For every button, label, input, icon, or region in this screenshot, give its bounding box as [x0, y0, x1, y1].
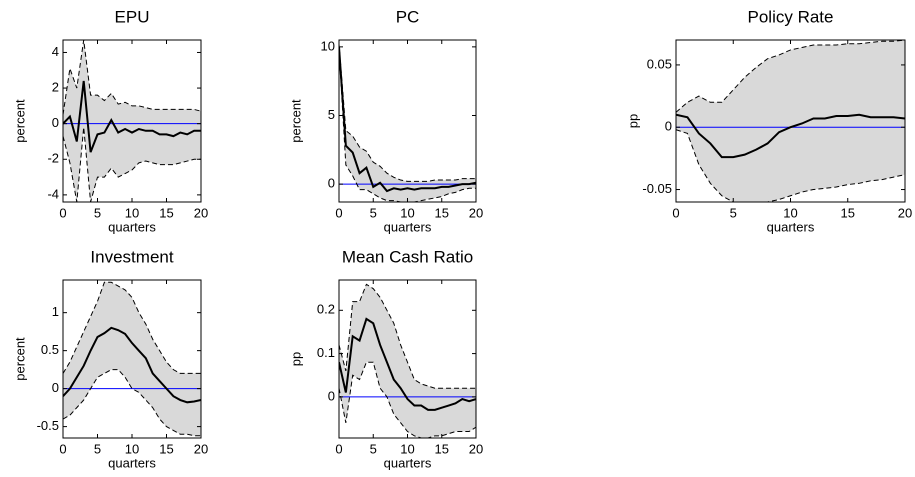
- x-tick-label: 15: [159, 441, 173, 456]
- response-line: [63, 326, 201, 404]
- band-edge: [63, 40, 201, 115]
- confidence-band: [676, 40, 905, 202]
- x-tick-label: 15: [435, 205, 449, 220]
- y-tick-label: 0.1: [317, 345, 335, 360]
- subplot-title: EPU: [115, 7, 150, 26]
- y-axis-label: percent: [12, 99, 27, 143]
- y-tick-label: 5: [328, 107, 335, 122]
- plot-area: [676, 40, 905, 202]
- response-line: [339, 46, 476, 193]
- x-tick-label: 15: [841, 205, 855, 220]
- response-line: [339, 317, 476, 411]
- x-tick-label: 20: [194, 205, 208, 220]
- y-tick-label: 0.2: [317, 302, 335, 317]
- y-tick-label: 0: [52, 380, 59, 395]
- y-tick-label: 0.05: [647, 56, 672, 71]
- y-tick-label: -2: [47, 151, 59, 166]
- x-tick-label: 20: [469, 441, 483, 456]
- x-tick-label: 20: [469, 205, 483, 220]
- subplot: 0 5 10 15 20-0.500.51Investmentquartersperce…: [12, 247, 208, 470]
- x-tick-label: 0: [59, 441, 66, 456]
- band-edge: [339, 44, 476, 182]
- x-tick-label: 5: [730, 205, 737, 220]
- plot-area: [339, 44, 476, 202]
- x-axis-label: quarters: [108, 219, 156, 234]
- response-line: [676, 113, 905, 159]
- x-tick-label: 10: [783, 205, 797, 220]
- band-edge: [676, 129, 905, 202]
- y-tick-label: 0: [52, 115, 59, 130]
- y-tick-label: 0: [328, 176, 335, 191]
- y-tick-label: 2: [52, 80, 59, 95]
- x-tick-label: 5: [94, 205, 101, 220]
- x-tick-label: 0: [672, 205, 679, 220]
- band-edge: [339, 283, 476, 389]
- subplot-title: PC: [396, 7, 420, 26]
- y-tick-label: 10: [321, 38, 335, 53]
- y-tick-label: 0.5: [41, 342, 59, 357]
- x-tick-label: 10: [125, 441, 139, 456]
- x-tick-label: 0: [59, 205, 66, 220]
- y-tick-label: -4: [47, 186, 59, 201]
- x-tick-label: 20: [898, 205, 912, 220]
- y-tick-label: 4: [52, 44, 59, 59]
- y-axis-label: pp: [625, 114, 640, 128]
- x-axis-label: quarters: [384, 219, 432, 234]
- x-axis-label: quarters: [108, 455, 156, 470]
- subplot: 0 5 10 15 20 0 5 10 PC quarters percent: [288, 7, 483, 234]
- y-tick-label: 1: [52, 304, 59, 319]
- x-tick-label: 15: [435, 441, 449, 456]
- confidence-band: [63, 282, 201, 436]
- y-axis-label: percent: [12, 337, 27, 381]
- plot-area: [63, 40, 201, 202]
- x-tick-label: 10: [125, 205, 139, 220]
- subplot: 0 5 10 15 20 -4 -2 0 2 4 EPU quarters percent: [12, 7, 208, 234]
- band-edge: [63, 369, 201, 437]
- y-tick-label: -0.05: [642, 181, 672, 196]
- band-edge: [339, 49, 476, 202]
- x-tick-label: 10: [400, 441, 414, 456]
- confidence-band: [63, 40, 201, 202]
- x-tick-label: 5: [370, 205, 377, 220]
- subplot-title: Investment: [90, 247, 173, 266]
- band-edge: [63, 127, 201, 202]
- x-tick-label: 5: [94, 441, 101, 456]
- response-line: [63, 80, 201, 153]
- subplot-title: Policy Rate: [748, 7, 834, 26]
- x-axis-label: quarters: [384, 455, 432, 470]
- y-axis-label: percent: [288, 99, 303, 143]
- y-tick-label: 0: [665, 119, 672, 134]
- y-tick-label: -0.5: [37, 418, 59, 433]
- plot-area: [339, 283, 476, 438]
- x-tick-label: 10: [400, 205, 414, 220]
- subplot: 0 5 10 15 20 0 0.1 0.2 Mean Cash Ratio quarters pp: [288, 247, 483, 470]
- confidence-band: [339, 44, 476, 202]
- plot-area: [63, 281, 201, 437]
- x-tick-label: 15: [159, 205, 173, 220]
- subplot-title: Mean Cash Ratio: [342, 247, 473, 266]
- x-tick-label: 0: [335, 205, 342, 220]
- x-tick-label: 5: [370, 441, 377, 456]
- y-axis-label: pp: [288, 352, 303, 366]
- x-axis-label: quarters: [767, 219, 815, 234]
- band-edge: [339, 361, 476, 438]
- x-tick-label: 20: [194, 441, 208, 456]
- band-edge: [676, 40, 905, 113]
- band-edge: [63, 281, 201, 374]
- y-tick-label: 0: [328, 388, 335, 403]
- x-tick-label: 0: [335, 441, 342, 456]
